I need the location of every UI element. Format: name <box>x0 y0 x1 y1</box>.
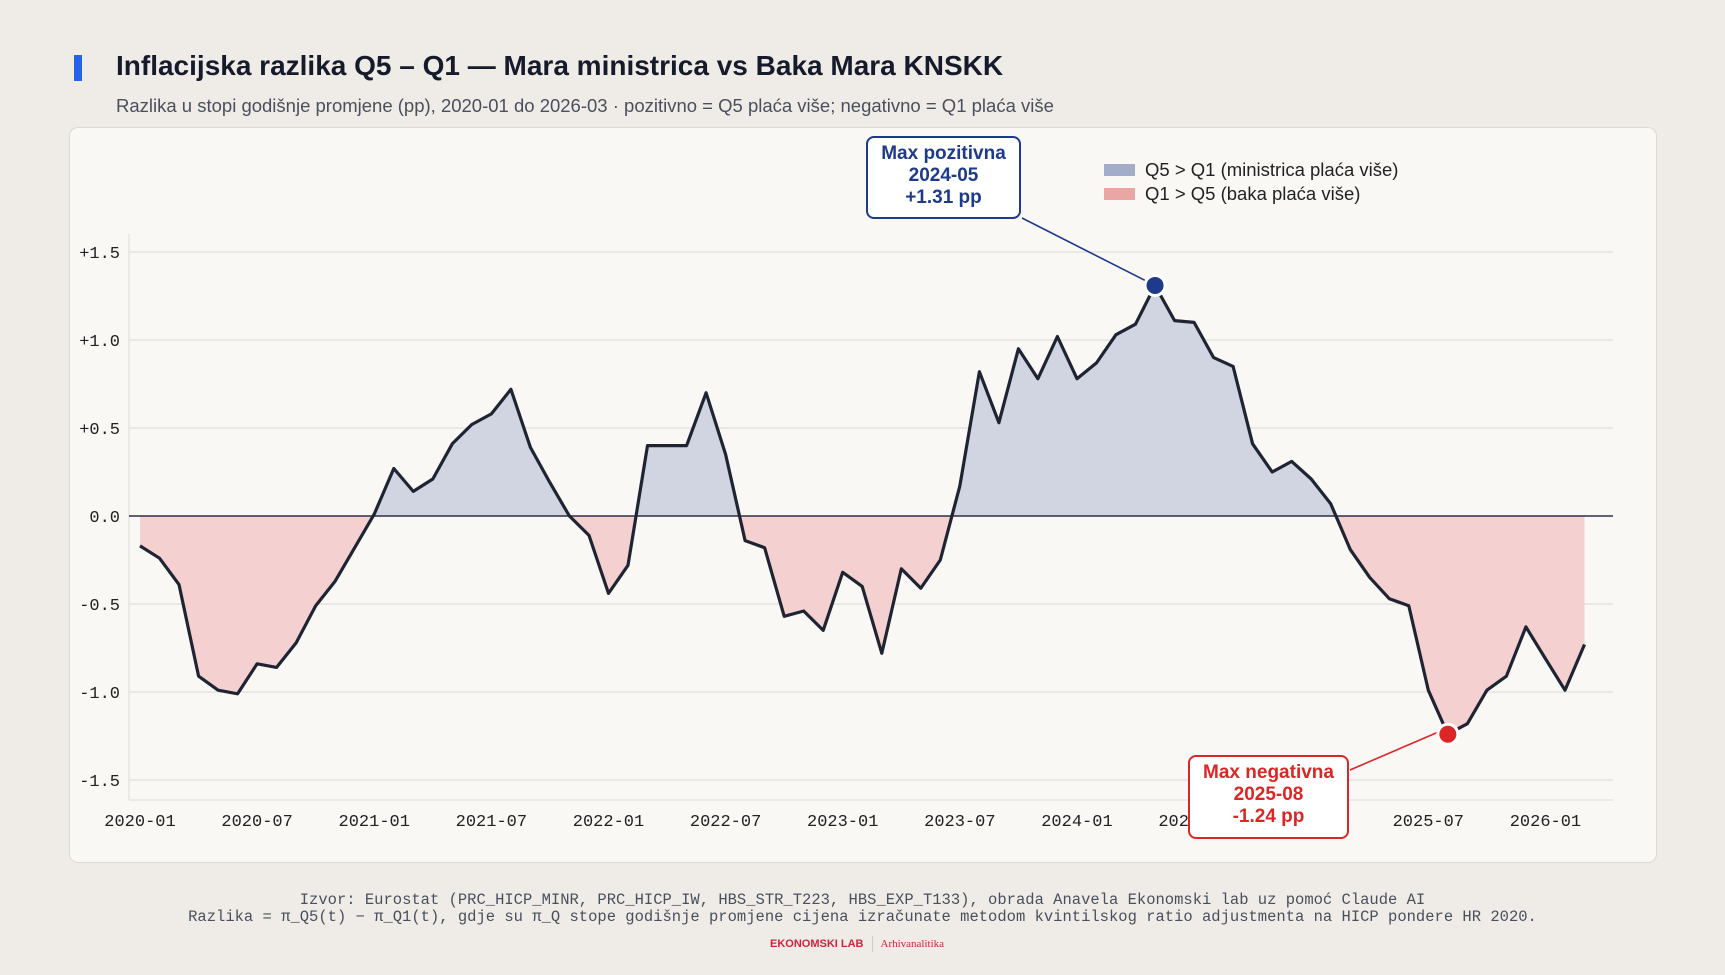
legend-item-positive: Q5 > Q1 (ministrica plaća više) <box>1104 158 1398 182</box>
x-tick-label: 2020-01 <box>104 813 175 832</box>
x-tick-label: 2024-01 <box>1041 813 1112 832</box>
annotation-arrow-negative <box>1349 731 1439 771</box>
max-positive-marker <box>1143 273 1167 297</box>
y-tick-label: -1.5 <box>79 773 120 792</box>
annotation-arrow-positive <box>1021 217 1146 282</box>
footer-source: Izvor: Eurostat (PRC_HICP_MINR, PRC_HICP… <box>299 891 1426 909</box>
y-tick-label: +1.0 <box>79 333 120 352</box>
legend-swatch-negative <box>1104 188 1135 200</box>
logo-sub: Arhivanalitika <box>880 938 945 950</box>
series-line <box>139 283 1586 736</box>
annotation-title: Max pozitivna <box>881 143 1006 164</box>
page-title: Inflacijska razlika Q5 – Q1 — Mara minis… <box>116 50 1004 81</box>
annotation-value: -1.24 pp <box>1232 806 1305 827</box>
legend-item-negative: Q1 > Q5 (baka plaća više) <box>1104 182 1398 206</box>
x-tick-label: 2023-07 <box>924 813 995 832</box>
page-subtitle: Razlika u stopi godišnje promjene (pp), … <box>116 95 1054 116</box>
logo-main: EKONOMSKI LAB <box>770 938 864 950</box>
y-tick-label: -1.0 <box>79 685 120 704</box>
legend-label: Q5 > Q1 (ministrica plaća više) <box>1145 159 1399 180</box>
x-tick-label: 2020-07 <box>221 813 292 832</box>
legend: Q5 > Q1 (ministrica plaća više) Q1 > Q5 … <box>1104 158 1398 206</box>
annotation-max-negative: Max negativna 2025-08 -1.24 pp <box>1188 755 1349 839</box>
area-negative <box>140 516 1585 735</box>
annotation-value: +1.31 pp <box>905 187 982 208</box>
y-tick-label: -0.5 <box>79 597 120 616</box>
area-positive <box>140 285 1585 516</box>
y-tick-label: 0.0 <box>89 509 120 528</box>
x-tick-label: 2021-07 <box>456 813 527 832</box>
x-tick-label: 2026-01 <box>1510 813 1581 832</box>
x-tick-label: 2025-07 <box>1393 813 1464 832</box>
chart-card <box>69 127 1657 863</box>
x-tick-label: 2021-01 <box>339 813 410 832</box>
footer-note: Razlika = π_Q5(t) − π_Q1(t), gdje su π_Q… <box>188 908 1537 926</box>
logo: EKONOMSKI LAB Arhivanalitika <box>770 936 944 952</box>
title-accent-bar <box>74 55 82 81</box>
legend-swatch-positive <box>1104 164 1135 176</box>
logo-divider <box>871 936 873 952</box>
annotation-date: 2024-05 <box>908 165 979 186</box>
y-tick-label: +0.5 <box>79 421 120 440</box>
legend-label: Q1 > Q5 (baka plaća više) <box>1145 183 1361 204</box>
x-tick-label: 2023-01 <box>807 813 878 832</box>
annotation-date: 2025-08 <box>1233 784 1304 805</box>
y-tick-label: +1.5 <box>79 245 120 264</box>
x-tick-label: 2022-01 <box>573 813 644 832</box>
x-tick-label: 2022-07 <box>690 813 761 832</box>
max-negative-marker <box>1436 722 1460 746</box>
annotation-title: Max negativna <box>1203 762 1334 783</box>
annotation-max-positive: Max pozitivna 2024-05 +1.31 pp <box>866 136 1021 219</box>
